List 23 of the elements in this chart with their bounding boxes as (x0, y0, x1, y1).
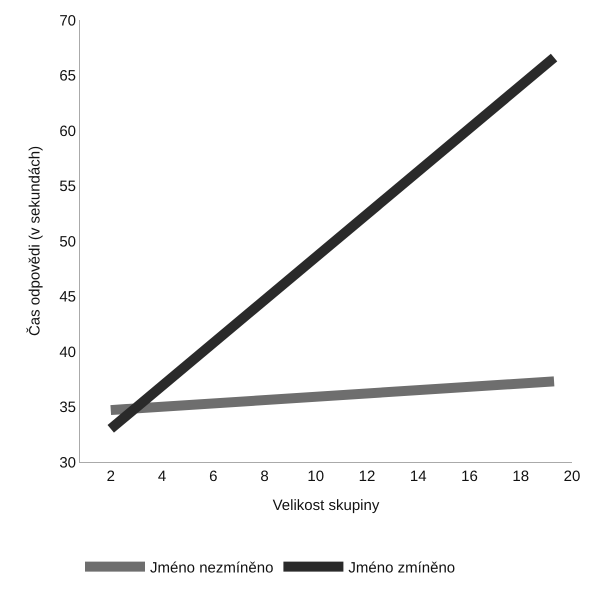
x-tick-label: 16 (461, 468, 478, 485)
y-tick-label: 70 (59, 12, 76, 30)
y-tick-label: 30 (59, 454, 76, 472)
x-tick-label: 18 (512, 468, 530, 485)
y-tick-label: 65 (59, 68, 76, 84)
y-axis-title: Čas odpovědi (v sekundách) (26, 146, 44, 336)
legend-label: Jméno zmíněno (348, 560, 456, 576)
x-tick-label: 20 (564, 468, 580, 485)
x-tick-label: 8 (260, 468, 269, 485)
y-tick-label: 35 (59, 399, 76, 416)
x-tick-label: 4 (158, 468, 166, 485)
x-tick-label: 10 (307, 468, 324, 485)
x-axis-title: Velikost skupiny (272, 497, 380, 514)
x-tick-label: 2 (106, 468, 115, 485)
y-tick-label: 40 (59, 344, 76, 361)
x-tick-label: 14 (410, 468, 427, 485)
y-tick-label: 45 (59, 288, 76, 306)
legend-label: Jméno nezmíněno (150, 560, 274, 576)
y-tick-label: 50 (59, 233, 76, 250)
y-tick-label: 60 (59, 122, 76, 140)
y-tick-label: 55 (59, 178, 76, 195)
x-tick-label: 12 (358, 468, 376, 485)
x-tick-label: 6 (209, 468, 218, 485)
